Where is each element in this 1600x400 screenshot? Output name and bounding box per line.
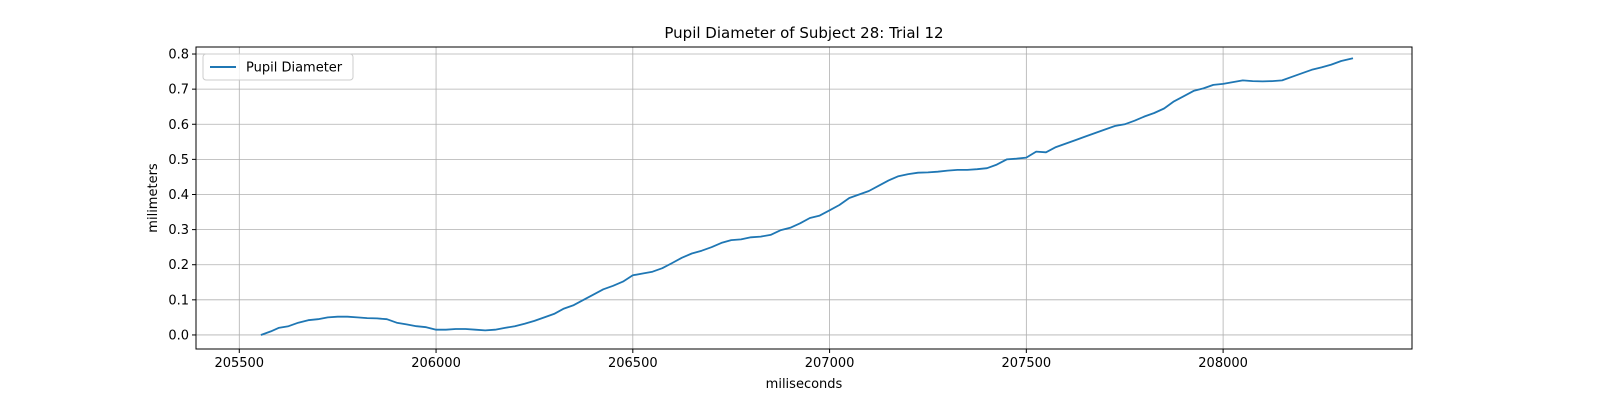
y-tick-label: 0.3 bbox=[168, 223, 189, 238]
x-tick-label: 206000 bbox=[411, 356, 461, 371]
y-tick-label: 0.4 bbox=[168, 188, 189, 203]
grid bbox=[196, 47, 1412, 349]
plot-frame bbox=[195, 46, 1413, 350]
chart-title: Pupil Diameter of Subject 28: Trial 12 bbox=[664, 24, 943, 42]
x-tick-label: 207500 bbox=[1002, 356, 1052, 371]
ticks: 205500 206000 206500 207000 207500 208000 0.0 0… bbox=[168, 48, 1248, 371]
x-tick-label: 205500 bbox=[214, 356, 264, 371]
y-tick-label: 0.2 bbox=[168, 258, 189, 273]
x-tick-label: 207000 bbox=[805, 356, 855, 371]
y-tick-label: 0.6 bbox=[168, 118, 189, 133]
line-layer bbox=[260, 57, 1354, 336]
legend-label: Pupil Diameter bbox=[246, 61, 343, 76]
x-tick-label: 206500 bbox=[608, 356, 658, 371]
y-tick-label: 0.5 bbox=[168, 153, 189, 168]
y-tick-label: 0.0 bbox=[168, 328, 189, 343]
legend: Pupil Diameter bbox=[202, 53, 354, 81]
y-tick-label: 0.8 bbox=[168, 48, 189, 63]
legend-box bbox=[202, 53, 354, 81]
series-line-pupil-diameter bbox=[260, 57, 1354, 336]
x-tick-label: 208000 bbox=[1198, 356, 1248, 371]
y-tick-label: 0.1 bbox=[168, 293, 189, 308]
x-axis-title: miliseconds bbox=[766, 377, 843, 392]
y-axis-title: milimeters bbox=[146, 163, 161, 233]
y-tick-label: 0.7 bbox=[168, 83, 189, 98]
